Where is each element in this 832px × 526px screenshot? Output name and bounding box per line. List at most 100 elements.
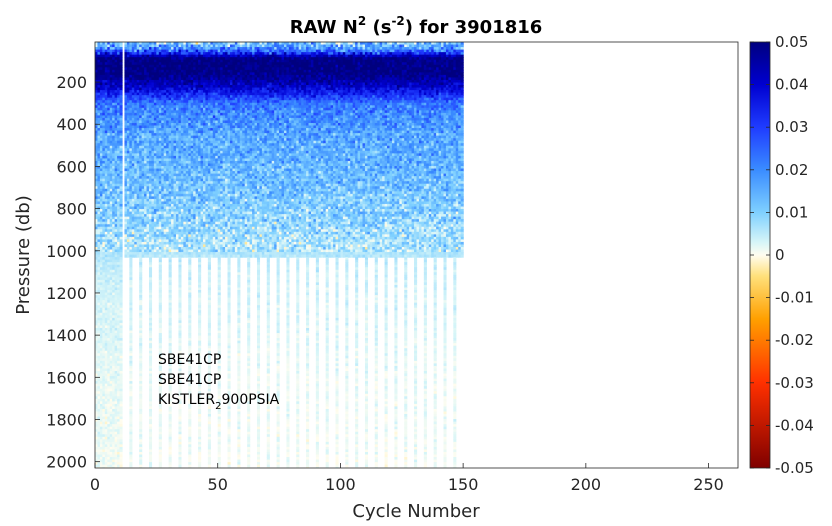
colorbar-tick-label-5: 0 [775,246,785,264]
x-axis: 0 50 100 150 200 250 [90,463,724,494]
heatmap-column-cycle-23 [148,42,153,468]
heatmap-column-cycle-28 [161,42,165,258]
x-tick-label-1: 50 [208,475,228,494]
heatmap-column-cycle-101 [340,42,344,258]
y-axis: 200 400 600 800 1000 1200 1400 1600 1800 2000 [46,73,100,472]
colorbar-tick-label-0: 0.05 [775,33,808,51]
heatmap-column-cycle-140 [436,42,440,258]
heatmap-column-cycle-77 [281,42,285,258]
heatmap-column-cycle-87 [306,42,310,468]
heatmap-column-cycle-44 [200,42,204,258]
heatmap-column-cycle-8 [112,42,116,468]
heatmap-column-cycle-74 [274,42,278,258]
heatmap-column-cycle-147 [453,42,457,468]
heatmap-column-cycle-17 [134,42,138,258]
y-tick-label-3: 800 [56,200,87,219]
heatmap-column-cycle-98 [333,42,337,258]
heatmap-column-cycle-61 [242,42,246,258]
heatmap-column-cycle-78 [283,42,288,258]
heatmap-column-cycle-65 [252,42,256,258]
heatmap-column-cycle-49 [212,42,216,258]
heatmap-column-cycle-3 [99,42,103,468]
heatmap-column-cycle-45 [202,42,207,258]
heatmap-column-cycle-4 [102,42,106,468]
y-tick-label-4: 1000 [46,242,87,261]
heatmap-column-cycle-111 [364,42,369,468]
heatmap-column-cycle-18 [136,42,140,258]
heatmap-column-cycle-42 [195,42,199,258]
heatmap-column-cycle-48 [210,42,214,258]
heatmap-column-cycle-146 [450,42,454,258]
annotation-line-3: KISTLER2900PSIA [158,392,280,412]
heatmap-column-cycle-70 [264,42,268,258]
colorbar-tick-label-1: 0.04 [775,76,808,94]
heatmap-column-cycle-22 [146,42,150,258]
heatmap-column-cycle-75 [276,42,280,468]
heatmap-column-cycle-54 [225,42,229,258]
heatmap-column-cycle-57 [232,42,236,258]
heatmap-column-cycle-41 [193,42,197,258]
heatmap-column-cycle-38 [185,42,189,258]
colorbar-tick-label-6: -0.01 [775,289,814,307]
heatmap-column-cycle-130 [411,42,415,258]
heatmap-column-cycle-19 [139,42,143,468]
heatmap-column-cycle-109 [360,42,364,258]
heatmap-column-cycle-7 [109,42,113,468]
heatmap-column-cycle-102 [342,42,346,258]
heatmap-column-cycle-116 [377,42,381,258]
heatmap-column-cycle-59 [237,42,241,468]
heatmap-column-cycle-124 [396,42,400,258]
x-tick-label-5: 250 [693,475,724,494]
colorbar-tick-label-10: -0.05 [775,459,814,477]
heatmap-column-cycle-95 [325,42,329,468]
x-tick-label-2: 100 [325,475,356,494]
heatmap-column-cycle-118 [382,42,386,258]
heatmap-column-cycle-100 [337,42,342,258]
heatmap-column-cycle-62 [244,42,248,258]
heatmap-column-cycle-145 [448,42,452,258]
heatmap-column-cycle-149 [458,42,462,258]
heatmap-column-cycle-72 [269,42,273,258]
heatmap-column-cycle-139 [433,42,437,468]
plot-frame [94,41,739,469]
heatmap-column-cycle-137 [428,42,432,258]
heatmap-column-cycle-67 [256,42,261,468]
heatmap-column-cycle-35 [178,42,182,468]
heatmap-column-cycle-32 [171,42,175,258]
heatmap-column-cycle-119 [384,42,388,468]
heatmap-column-cycle-81 [291,42,295,258]
heatmap-column-cycle-148 [455,42,459,258]
heatmap-column-cycle-25 [153,42,157,258]
heatmap-column-cycle-86 [303,42,307,258]
y-tick-label-1: 400 [56,115,87,134]
heatmap-column-cycle-107 [355,42,359,468]
heatmap-column-cycle-121 [389,42,393,258]
heatmap-column-cycle-97 [330,42,334,258]
heatmap-column-cycle-5 [104,42,108,468]
heatmap-column-cycle-13 [124,42,128,258]
heatmap-column-cycle-138 [431,42,435,258]
heatmap-column-cycle-115 [374,42,378,468]
chart-title: RAW N2 (s-2) for 3901816 [290,14,543,38]
heatmap-column-cycle-14 [126,42,130,258]
heatmap-column-cycle-52 [220,42,224,258]
heatmap-column-cycle-136 [426,42,430,258]
heatmap-column-cycle-125 [399,42,403,258]
heatmap-column-cycle-66 [254,42,258,258]
colorbar-tick-label-2: 0.03 [775,118,808,136]
heatmap-column-cycle-47 [207,42,211,468]
heatmap-column-cycle-96 [328,42,332,258]
heatmap-column-cycle-50 [215,42,219,258]
heatmap-column-cycle-131 [414,42,418,468]
heatmap-column-cycle-123 [394,42,398,468]
heatmap-column-cycle-60 [239,42,243,258]
heatmap-column-cycle-64 [249,42,253,258]
heatmap-column-cycle-68 [259,42,263,258]
heatmap-column-cycle-71 [266,42,270,468]
heatmap-column-cycle-117 [379,42,383,258]
heatmap-column-cycle-90 [313,42,317,258]
heatmap-column-cycle-122 [391,42,396,258]
heatmap-column-cycle-53 [222,42,226,258]
y-tick-label-2: 600 [56,157,87,176]
